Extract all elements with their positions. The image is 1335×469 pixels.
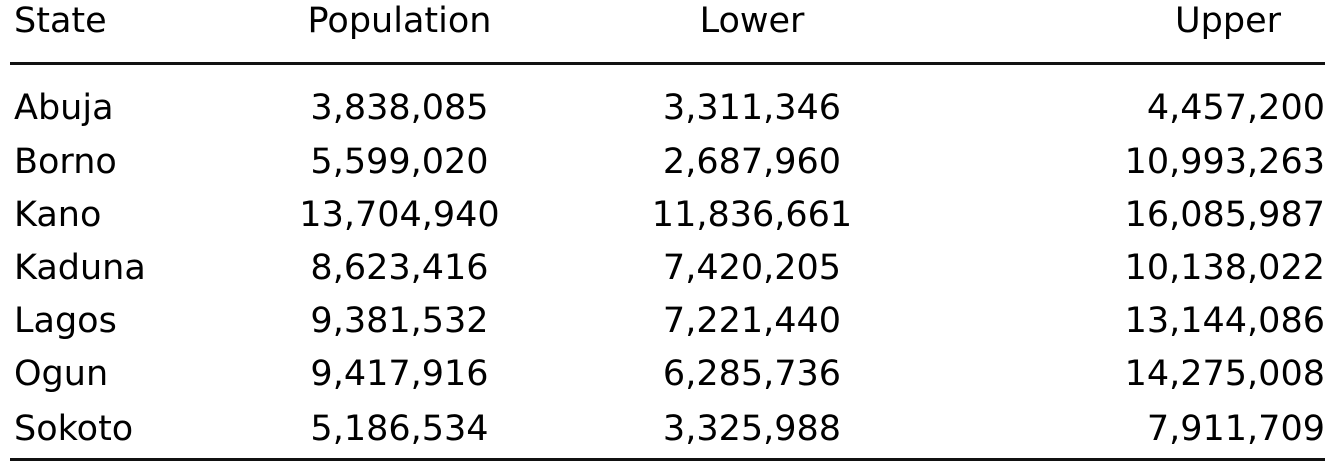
cell-upper: 10,993,263 (1124, 142, 1325, 182)
table-header: State Population Lower Upper (10, 0, 1325, 65)
table-row: Kano 13,704,940 11,836,661 16,085,987 (10, 189, 1325, 242)
cell-population: 5,186,534 (242, 401, 557, 461)
cell-lower: 7,221,440 (662, 301, 842, 341)
header-population: Population (242, 0, 557, 65)
cell-state: Kaduna (14, 248, 146, 288)
cell-population: 9,417,916 (310, 354, 489, 394)
cell-lower: 3,325,988 (557, 401, 947, 461)
cell-upper: 16,085,987 (1124, 195, 1325, 235)
table-body: Abuja 3,838,085 3,311,346 4,457,200 Born… (10, 64, 1325, 461)
cell-lower: 2,687,960 (662, 142, 842, 182)
header-state: State (10, 0, 242, 65)
table-row: Lagos 9,381,532 7,221,440 13,144,086 (10, 295, 1325, 348)
cell-state: Abuja (14, 88, 114, 128)
header-row: State Population Lower Upper (10, 0, 1325, 65)
population-table: State Population Lower Upper Abuja 3,838… (10, 0, 1325, 461)
table-row: Abuja 3,838,085 3,311,346 4,457,200 (10, 64, 1325, 137)
cell-lower: 3,311,346 (662, 88, 842, 128)
cell-state: Lagos (14, 301, 117, 341)
cell-population: 5,599,020 (310, 142, 489, 182)
cell-upper: 13,144,086 (1124, 301, 1325, 341)
cell-state: Kano (14, 195, 102, 235)
header-lower: Lower (557, 0, 947, 65)
table-row: Sokoto 5,186,534 3,325,988 7,911,709 (10, 401, 1325, 461)
cell-population: 3,838,085 (310, 88, 489, 128)
cell-upper: 4,457,200 (1146, 88, 1325, 128)
cell-population: 9,381,532 (310, 301, 489, 341)
table-row: Kaduna 8,623,416 7,420,205 10,138,022 (10, 242, 1325, 295)
cell-state: Sokoto (10, 401, 242, 461)
cell-upper: 10,138,022 (1124, 248, 1325, 288)
cell-population: 13,704,940 (299, 195, 500, 235)
cell-state: Ogun (14, 354, 109, 394)
cell-lower: 11,836,661 (651, 195, 853, 235)
cell-upper: 14,275,008 (1124, 354, 1325, 394)
table-row: Borno 5,599,020 2,687,960 10,993,263 (10, 136, 1325, 189)
header-upper: Upper (947, 0, 1325, 65)
cell-upper: 7,911,709 (947, 401, 1325, 461)
cell-population: 8,623,416 (310, 248, 489, 288)
cell-lower: 7,420,205 (662, 248, 842, 288)
table-row: Ogun 9,417,916 6,285,736 14,275,008 (10, 348, 1325, 401)
cell-lower: 6,285,736 (662, 354, 842, 394)
cell-state: Borno (14, 142, 117, 182)
